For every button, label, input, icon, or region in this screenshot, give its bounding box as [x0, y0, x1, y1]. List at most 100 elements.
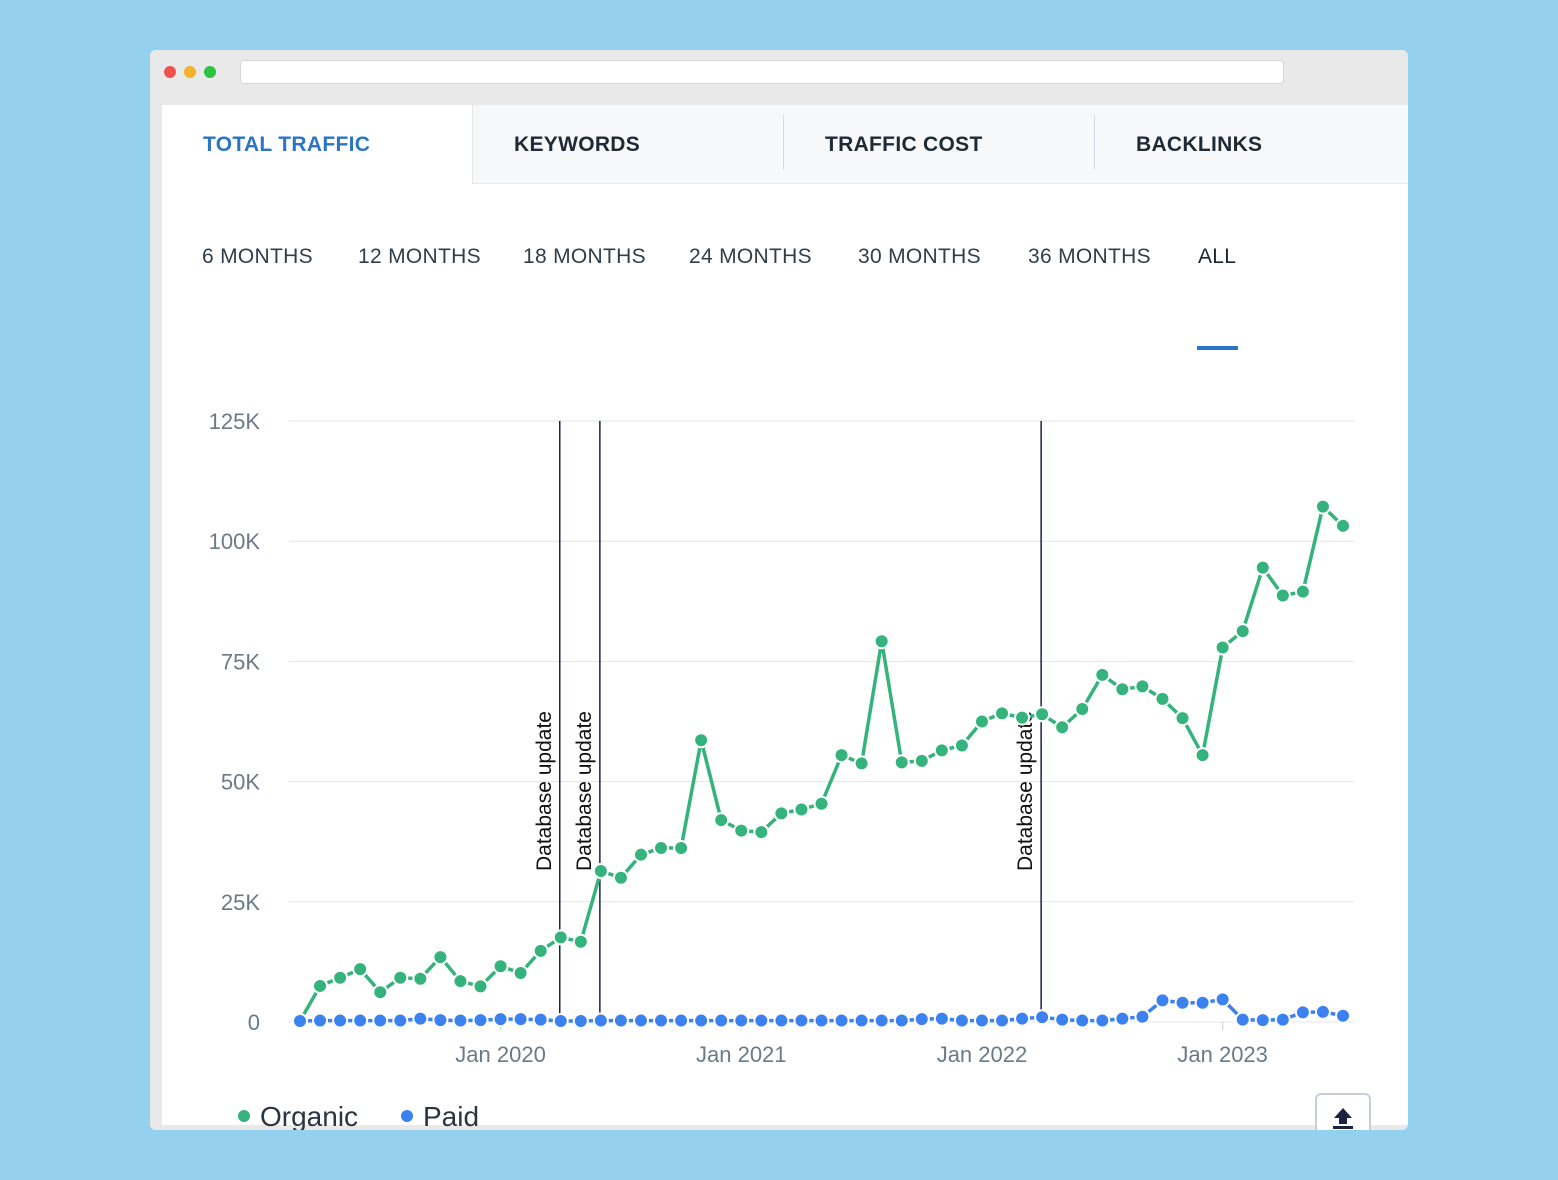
organic-data-point: [653, 839, 670, 856]
tab-divider: [1094, 115, 1095, 170]
organic-data-point: [312, 977, 329, 994]
y-tick-label: 125K: [209, 409, 261, 434]
paid-data-point: [332, 1012, 349, 1029]
x-tick-label: Jan 2022: [937, 1042, 1028, 1067]
period-30-months[interactable]: 30 MONTHS: [858, 245, 981, 268]
tab-label: KEYWORDS: [514, 133, 641, 156]
tab-total-traffic[interactable]: TOTAL TRAFFIC: [162, 105, 473, 184]
organic-data-point: [1214, 639, 1231, 656]
paid-data-point: [492, 1011, 509, 1028]
organic-data-point: [1335, 517, 1351, 534]
organic-data-point: [1134, 678, 1151, 695]
minimize-window-button[interactable]: [184, 66, 196, 78]
paid-data-point: [1194, 994, 1211, 1011]
paid-data-point: [1294, 1004, 1311, 1021]
period-12-months[interactable]: 12 MONTHS: [358, 245, 481, 268]
paid-data-point: [572, 1013, 589, 1030]
paid-data-point: [973, 1012, 990, 1029]
paid-data-point: [893, 1012, 910, 1029]
organic-data-point: [833, 747, 850, 764]
organic-data-point: [612, 869, 629, 886]
organic-data-point: [1074, 700, 1091, 717]
period-36-months[interactable]: 36 MONTHS: [1028, 245, 1151, 268]
paid-data-point: [412, 1010, 429, 1027]
y-tick-label: 25K: [221, 890, 260, 915]
paid-data-point: [432, 1012, 449, 1029]
period-18-months[interactable]: 18 MONTHS: [523, 245, 646, 268]
organic-data-point: [873, 633, 890, 650]
paid-data-point: [1154, 992, 1171, 1009]
tab-label: TOTAL TRAFFIC: [203, 133, 371, 156]
organic-data-point: [1234, 623, 1251, 640]
address-bar[interactable]: [240, 60, 1284, 84]
paid-data-point: [452, 1012, 469, 1029]
paid-data-point: [512, 1011, 529, 1028]
organic-data-point: [452, 973, 469, 990]
organic-data-point: [813, 795, 830, 812]
organic-data-point: [1014, 709, 1031, 726]
legend-paid-label: Paid: [423, 1101, 480, 1130]
period-all[interactable]: ALL: [1198, 245, 1237, 268]
paid-data-point: [472, 1012, 489, 1029]
organic-data-point: [1254, 559, 1271, 576]
legend-paid[interactable]: Paid: [401, 1101, 479, 1130]
organic-data-point: [592, 863, 609, 880]
paid-data-point: [793, 1012, 810, 1029]
y-tick-label: 0: [248, 1010, 260, 1035]
paid-data-point: [1074, 1012, 1091, 1029]
organic-data-point: [793, 801, 810, 818]
organic-data-point: [1114, 681, 1131, 698]
paid-data-point: [1314, 1003, 1331, 1020]
tab-traffic-cost[interactable]: TRAFFIC COST: [784, 105, 1095, 184]
paid-data-point: [532, 1011, 549, 1028]
organic-data-point: [713, 812, 730, 829]
organic-data-point: [853, 755, 870, 772]
annotation-label: Database update: [1014, 711, 1037, 871]
legend-organic-label: Organic: [260, 1101, 359, 1130]
paid-data-point: [1114, 1010, 1131, 1027]
organic-data-point: [773, 805, 790, 822]
title-bar: [150, 50, 1408, 94]
tab-keywords[interactable]: KEYWORDS: [473, 105, 784, 184]
x-tick-label: Jan 2023: [1177, 1042, 1268, 1067]
maximize-window-button[interactable]: [204, 66, 216, 78]
period-6-months[interactable]: 6 MONTHS: [202, 245, 313, 268]
paid-data-point: [1214, 991, 1231, 1008]
organic-data-point: [733, 822, 750, 839]
paid-data-point: [913, 1011, 930, 1028]
paid-data-point: [552, 1013, 569, 1030]
y-tick-label: 100K: [209, 529, 261, 554]
organic-data-point: [632, 846, 649, 863]
close-window-button[interactable]: [164, 66, 176, 78]
organic-data-point: [973, 713, 990, 730]
metric-tabs: TOTAL TRAFFIC KEYWORDS TRAFFIC COST BACK…: [162, 105, 1408, 184]
organic-data-point: [1154, 690, 1171, 707]
paid-data-point: [1134, 1008, 1151, 1025]
paid-data-point: [994, 1012, 1011, 1029]
organic-dot-icon: [238, 1109, 250, 1122]
organic-data-point: [372, 984, 389, 1001]
organic-data-point: [953, 737, 970, 754]
paid-data-point: [1054, 1011, 1071, 1028]
paid-data-point: [1335, 1007, 1351, 1024]
tab-backlinks[interactable]: BACKLINKS: [1095, 105, 1408, 184]
organic-data-point: [1094, 666, 1111, 683]
paid-data-point: [392, 1012, 409, 1029]
x-tick-label: Jan 2021: [696, 1042, 787, 1067]
paid-data-point: [853, 1012, 870, 1029]
paid-data-point: [312, 1012, 329, 1029]
paid-data-point: [953, 1012, 970, 1029]
organic-data-point: [392, 969, 409, 986]
organic-data-point: [572, 933, 589, 950]
legend-organic[interactable]: Organic: [238, 1101, 358, 1130]
export-button[interactable]: [1315, 1093, 1371, 1130]
organic-data-point: [532, 942, 549, 959]
paid-data-point: [873, 1012, 890, 1029]
organic-data-point: [1034, 706, 1051, 723]
organic-data-point: [913, 752, 930, 769]
paid-data-point: [1014, 1010, 1031, 1027]
organic-data-point: [1194, 747, 1211, 764]
period-24-months[interactable]: 24 MONTHS: [689, 245, 812, 268]
paid-data-point: [773, 1012, 790, 1029]
paid-data-point: [833, 1012, 850, 1029]
